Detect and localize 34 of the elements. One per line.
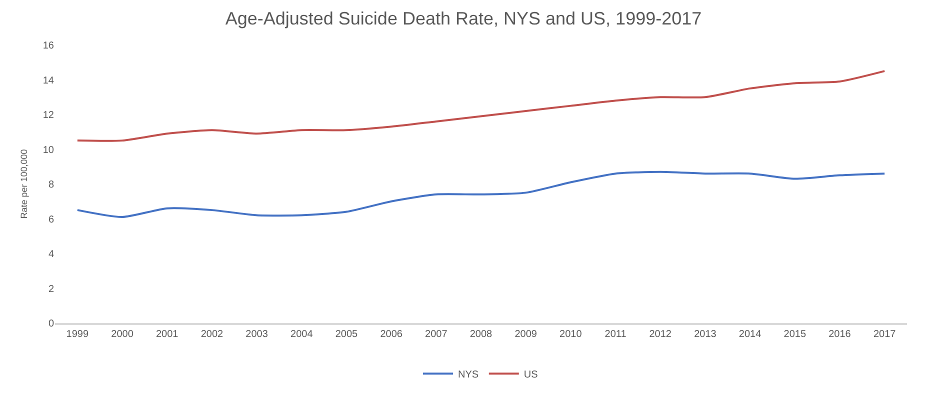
y-tick-label: 2	[48, 284, 54, 295]
y-tick-label: 8	[48, 180, 54, 190]
chart-title: Age-Adjusted Suicide Death Rate, NYS and US, 1999-2017	[225, 8, 702, 29]
line-series	[76, 170, 886, 218]
x-tick-label: 2004	[290, 328, 314, 340]
x-tick-label: 2014	[738, 328, 762, 340]
x-tick-label: 2015	[784, 328, 806, 340]
x-tick-label: 2002	[200, 328, 224, 340]
y-tick-label: 10	[42, 144, 54, 156]
x-tick-label: 2009	[514, 328, 538, 340]
y-tick-label: 12	[42, 110, 54, 121]
x-tick-label: 1999	[66, 328, 89, 340]
x-tick-label: 2003	[246, 328, 268, 340]
y-tick-label: 14	[42, 75, 54, 86]
y-tick-label: 4	[48, 249, 54, 260]
x-tick-label: 2017	[873, 328, 896, 340]
x-tick-label: 2001	[156, 328, 179, 340]
x-tick-label: 2011	[604, 328, 627, 340]
x-tick-label: 2007	[425, 328, 448, 340]
y-axis-title: Rate per 100,000	[19, 149, 29, 219]
x-tick-label: 2000	[111, 328, 134, 340]
y-tick-label: 6	[48, 214, 54, 226]
x-tick-label: 2005	[335, 328, 358, 340]
x-tick-label: 2010	[560, 328, 582, 340]
x-tick-label: 2016	[828, 328, 852, 340]
legend-label: US	[524, 370, 538, 381]
y-tick-label: 0	[48, 318, 54, 330]
x-tick-label: 2012	[649, 328, 672, 340]
x-tick-label: 2006	[380, 328, 403, 340]
x-tick-label: 2013	[694, 328, 717, 340]
x-tick-label: 2008	[470, 328, 493, 340]
y-tick-label: 16	[42, 40, 54, 52]
line-series	[76, 70, 886, 142]
legend-label: NYS	[458, 370, 479, 381]
